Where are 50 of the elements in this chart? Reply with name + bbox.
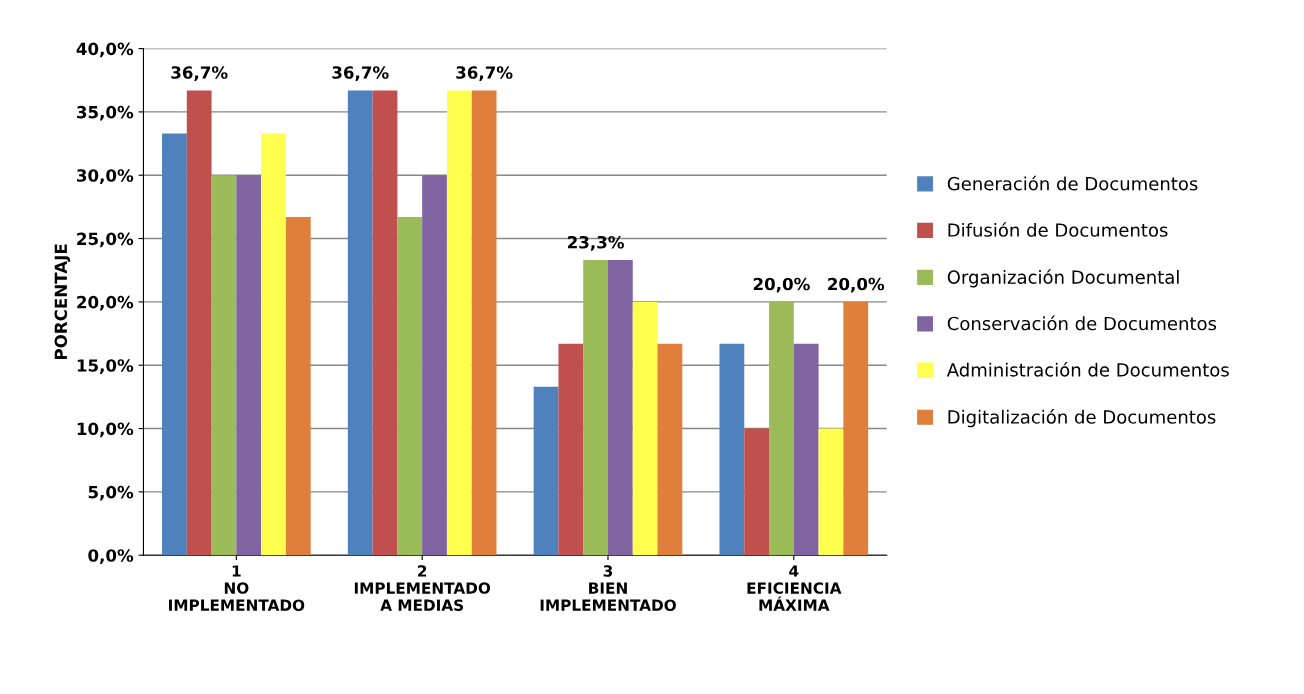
legend-label: Administración de Documentos [946, 361, 1229, 377]
y-tick-label: 0,0% [88, 549, 134, 564]
data-label: 36,7% [332, 66, 389, 81]
bar [446, 90, 472, 556]
bar [533, 386, 559, 556]
bar [261, 133, 286, 556]
bar [471, 90, 497, 556]
legend-label: Digitalización de Documentos [948, 409, 1216, 428]
legend-label: Conservación de Documentos [947, 315, 1217, 331]
legend-label: Organización Documental [947, 269, 1179, 288]
bar [843, 301, 869, 556]
bar [632, 301, 658, 556]
bar [397, 217, 423, 556]
bar [744, 428, 770, 556]
x-tick-label: 2 IMPLEMENTADO A MEDIAS [354, 565, 491, 611]
bar [607, 260, 633, 556]
data-label: 20,0% [828, 277, 885, 293]
data-label: 36,7% [171, 66, 228, 81]
data-label: 20,0% [753, 277, 810, 293]
y-tick-label: 20,0% [77, 295, 134, 311]
bar [818, 428, 844, 556]
y-tick-label: 15,0% [77, 359, 134, 374]
bar [285, 217, 311, 556]
x-tick-label: 3 BIEN IMPLEMENTADO [540, 565, 676, 611]
bar [657, 343, 683, 556]
data-label: 36,7% [456, 66, 513, 81]
bar [719, 343, 745, 556]
y-tick-label: 5,0% [88, 485, 134, 501]
y-axis-title: PORCENTAJE [54, 244, 71, 360]
bar [236, 175, 262, 556]
bar [372, 90, 398, 556]
bar [769, 301, 794, 556]
bar [347, 90, 373, 556]
bar [422, 175, 447, 556]
bar [558, 343, 584, 556]
y-tick-label: 25,0% [77, 232, 134, 248]
bar [793, 343, 819, 556]
bar [162, 133, 187, 556]
y-tick-label: 35,0% [77, 105, 134, 121]
bar [186, 90, 212, 556]
legend-label: Generación de Documentos [947, 175, 1198, 191]
bar [583, 260, 608, 556]
x-tick-label: 1 NO IMPLEMENTADO [169, 565, 305, 611]
y-tick-label: 10,0% [77, 422, 134, 438]
x-tick-label: 4 EFICIENCIA MÁXIMA [747, 565, 842, 611]
bar [211, 175, 237, 556]
y-tick-label: 40,0% [76, 42, 134, 58]
legend-label: Difusión de Documentos [948, 222, 1168, 237]
y-tick-label: 30,0% [77, 169, 134, 184]
data-label: 23,3% [568, 235, 624, 251]
